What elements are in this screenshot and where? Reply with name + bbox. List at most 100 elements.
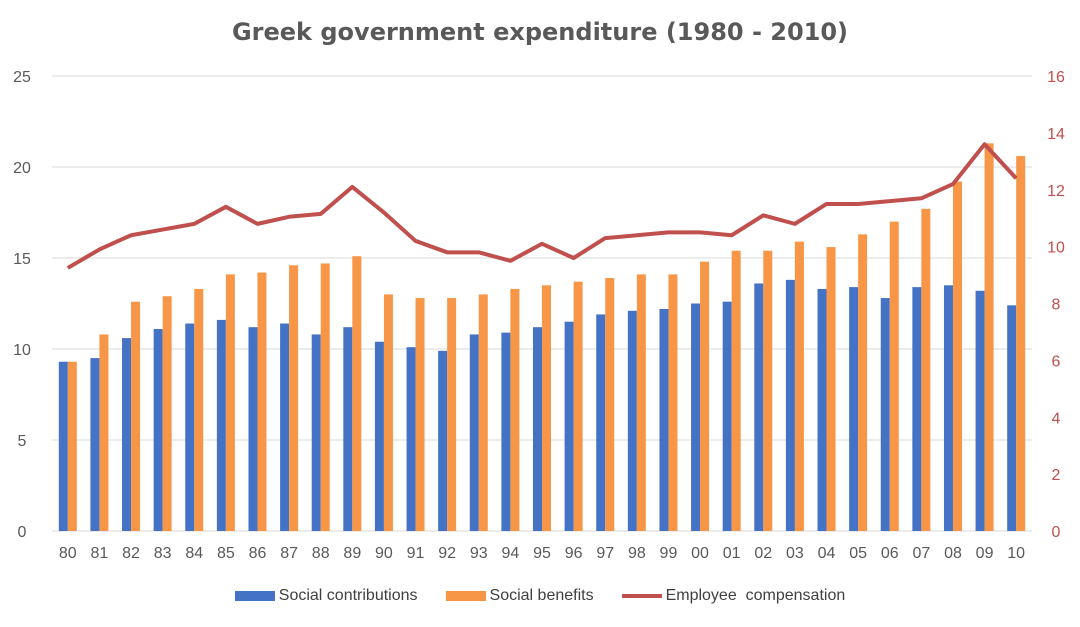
bar-social-benefits — [510, 288, 520, 531]
legend-label: Employee compensation — [665, 587, 846, 604]
bar-social-benefits — [984, 143, 994, 531]
line-employee-compensation — [66, 142, 1018, 270]
bar-social-benefits — [636, 274, 646, 531]
y-left-tick-label: 15 — [13, 251, 31, 268]
bar-social-contributions — [817, 288, 827, 531]
bar-social-benefits — [320, 263, 330, 531]
bar-social-benefits — [826, 247, 836, 531]
x-tick-label: 93 — [470, 545, 488, 562]
y-left-tick-label: 0 — [18, 524, 27, 541]
bar-social-contributions — [280, 323, 290, 531]
bar-social-contributions — [469, 334, 479, 531]
x-tick-label: 91 — [407, 545, 425, 562]
bar-social-contributions — [406, 347, 416, 531]
bar-social-benefits — [447, 298, 457, 531]
bar-social-contributions — [754, 283, 764, 531]
x-tick-label: 86 — [249, 545, 267, 562]
legend: Social contributions Social benefits Emp… — [0, 587, 1080, 605]
legend-swatch — [621, 594, 662, 598]
bar-social-benefits — [194, 288, 204, 531]
bar-social-benefits — [257, 272, 267, 531]
bar-social-contributions — [1007, 305, 1017, 531]
x-tick-label: 99 — [660, 545, 678, 562]
bar-social-benefits — [383, 294, 393, 531]
legend-swatch — [234, 591, 275, 601]
x-tick-label: 81 — [91, 545, 109, 562]
bar-social-contributions — [343, 327, 353, 531]
bar-social-benefits — [763, 250, 773, 531]
bar-social-contributions — [501, 332, 511, 531]
x-tick-label: 06 — [881, 545, 899, 562]
x-tick-label: 90 — [375, 545, 393, 562]
x-tick-label: 82 — [122, 545, 140, 562]
bar-social-benefits — [478, 294, 488, 531]
bar-social-benefits — [573, 281, 583, 531]
bar-social-benefits — [605, 278, 615, 531]
bar-social-benefits — [99, 334, 109, 531]
y-right-tick-label: 8 — [1052, 297, 1061, 314]
bar-social-benefits — [668, 274, 678, 531]
y-right-tick-label: 0 — [1052, 524, 1061, 541]
bar-social-benefits — [889, 221, 899, 531]
bar-social-benefits — [1016, 156, 1026, 531]
x-tick-label: 04 — [818, 545, 836, 562]
bar-social-contributions — [975, 290, 985, 531]
bar-social-contributions — [122, 338, 132, 531]
x-tick-label: 89 — [343, 545, 361, 562]
bar-social-contributions — [185, 323, 195, 531]
y-left-tick-label: 20 — [13, 160, 31, 177]
bar-social-contributions — [58, 361, 68, 531]
legend-item-employee-compensation: Employee compensation — [621, 587, 846, 605]
bar-social-benefits — [415, 298, 425, 531]
x-tick-label: 94 — [501, 545, 519, 562]
bar-social-benefits — [131, 301, 141, 531]
y-left-tick-label: 5 — [18, 433, 27, 450]
x-tick-label: 03 — [786, 545, 804, 562]
x-tick-label: 83 — [154, 545, 172, 562]
x-tick-label: 08 — [944, 545, 962, 562]
bar-social-contributions — [533, 327, 542, 531]
bar-social-benefits — [858, 234, 868, 531]
bar-social-contributions — [785, 279, 795, 531]
bar-social-contributions — [248, 327, 258, 531]
legend-label: Social contributions — [278, 587, 418, 604]
x-tick-label: 07 — [912, 545, 930, 562]
bar-social-benefits — [731, 250, 741, 531]
x-tick-label: 02 — [754, 545, 772, 562]
x-tick-label: 87 — [280, 545, 298, 562]
bar-social-contributions — [691, 303, 701, 531]
bar-social-benefits — [921, 208, 931, 532]
y-right-tick-label: 2 — [1052, 467, 1061, 484]
bar-social-contributions — [912, 287, 922, 531]
bar-social-contributions — [849, 287, 859, 531]
bar-social-benefits — [542, 285, 551, 531]
legend-item-social-contributions: Social contributions — [234, 587, 418, 605]
x-tick-label: 00 — [691, 545, 709, 562]
bar-social-contributions — [374, 341, 384, 531]
bar-social-contributions — [153, 328, 163, 531]
bar-social-benefits — [67, 361, 77, 531]
y-right-tick-label: 14 — [1047, 126, 1065, 143]
bar-social-benefits — [162, 296, 172, 531]
bar-social-contributions — [90, 358, 100, 531]
bar-social-contributions — [596, 314, 606, 531]
x-tick-label: 84 — [185, 545, 203, 562]
bar-social-contributions — [880, 298, 890, 531]
y-right-tick-label: 16 — [1047, 69, 1065, 86]
x-tick-label: 01 — [723, 545, 741, 562]
bar-social-contributions — [722, 301, 732, 531]
bar-social-contributions — [627, 310, 637, 531]
bar-social-contributions — [438, 350, 448, 531]
x-tick-label: 10 — [1007, 545, 1025, 562]
bar-social-benefits — [794, 241, 804, 531]
legend-label: Social benefits — [489, 587, 594, 604]
x-tick-label: 92 — [438, 545, 456, 562]
x-tick-label: 09 — [976, 545, 994, 562]
bar-social-contributions — [659, 308, 669, 531]
y-right-tick-label: 12 — [1047, 183, 1065, 200]
x-tick-label: 05 — [849, 545, 867, 562]
y-right-tick-label: 4 — [1052, 410, 1061, 427]
chart-title: Greek government expenditure (1980 - 201… — [231, 18, 849, 46]
x-tick-label: 80 — [59, 545, 77, 562]
